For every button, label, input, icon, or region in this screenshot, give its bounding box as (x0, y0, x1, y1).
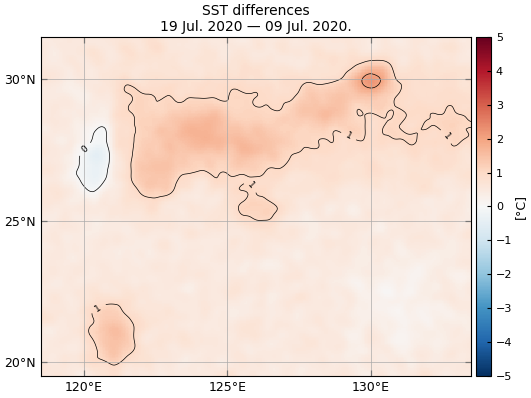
Text: 0: 0 (80, 144, 90, 154)
Text: 1: 1 (93, 302, 103, 313)
Text: 1: 1 (344, 131, 353, 142)
Title: SST differences
19 Jul. 2020 — 09 Jul. 2020.: SST differences 19 Jul. 2020 — 09 Jul. 2… (160, 4, 352, 34)
Y-axis label: [°C]: [°C] (514, 194, 527, 219)
Text: 1: 1 (441, 131, 452, 141)
Text: 1: 1 (246, 181, 256, 191)
